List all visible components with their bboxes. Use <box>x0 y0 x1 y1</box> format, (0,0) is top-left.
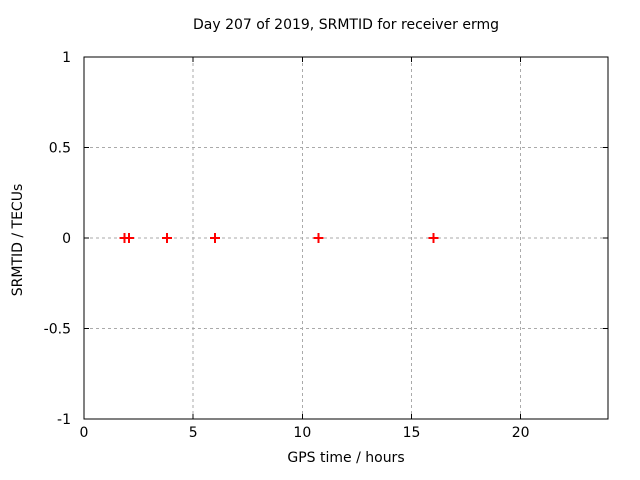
x-axis-label: GPS time / hours <box>287 450 405 466</box>
y-tick-label: 1 <box>62 50 71 66</box>
y-tick-label: -1 <box>57 412 71 428</box>
data-point-marker <box>313 233 324 243</box>
x-tick-label: 5 <box>189 425 198 441</box>
x-tick-label: 15 <box>403 425 421 441</box>
data-point-marker <box>123 233 134 243</box>
data-point-marker <box>428 233 439 243</box>
y-tick-label: 0 <box>62 231 71 247</box>
data-point-marker <box>161 233 172 243</box>
y-tick-label: 0.5 <box>49 141 71 157</box>
data-point-marker <box>210 233 220 243</box>
y-axis-label: SRMTID / TECUs <box>10 183 26 297</box>
y-tick-label: -0.5 <box>44 322 71 338</box>
x-tick-label: 20 <box>512 425 530 441</box>
x-tick-label: 0 <box>80 425 89 441</box>
chart-title: Day 207 of 2019, SRMTID for receiver erm… <box>192 17 500 33</box>
x-tick-label: 10 <box>293 425 311 441</box>
